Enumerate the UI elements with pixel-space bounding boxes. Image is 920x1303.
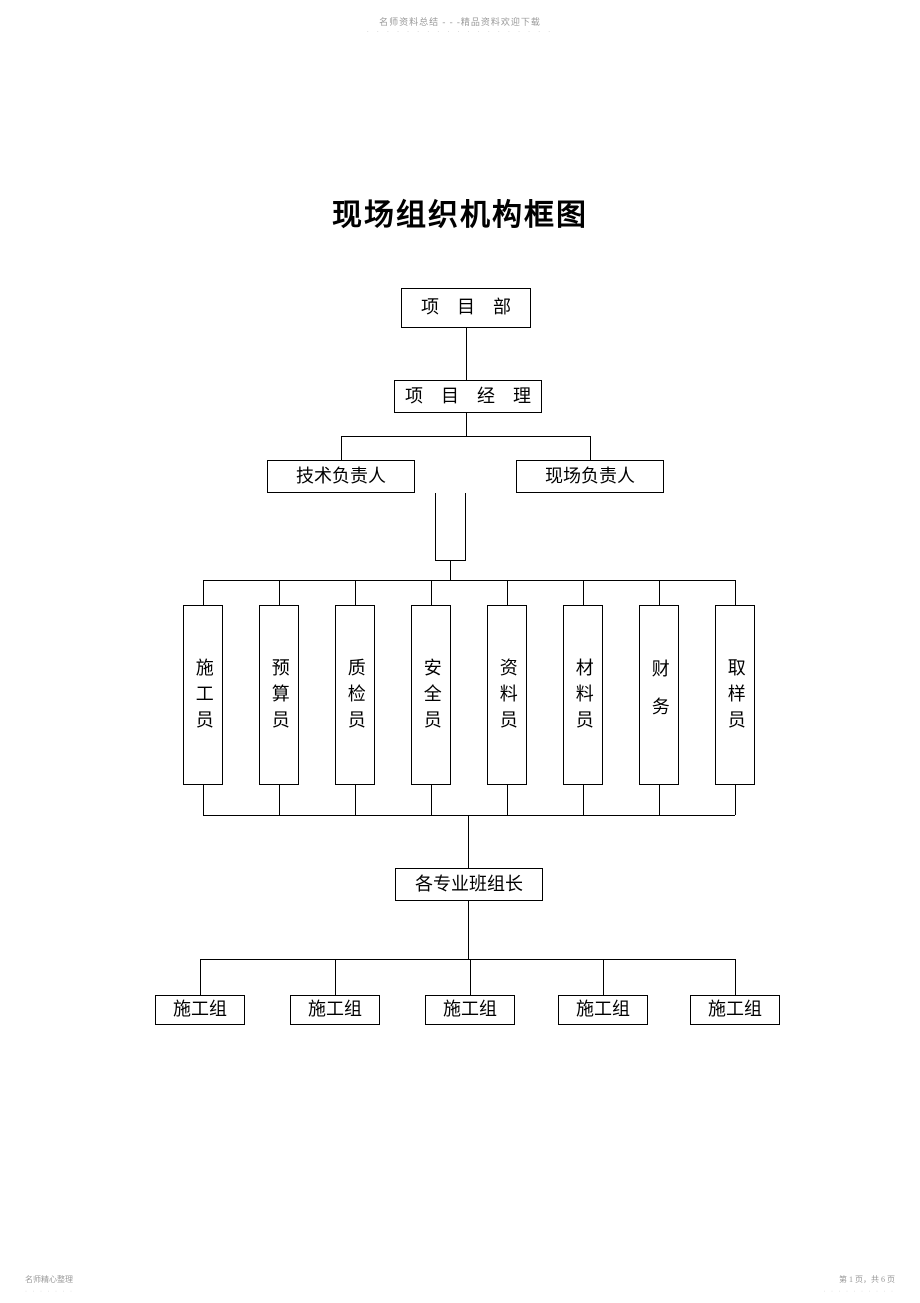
- node-project-dept: 项 目 部: [401, 288, 531, 328]
- node-safety-staff: 安全员: [411, 605, 451, 785]
- connector: [590, 436, 591, 460]
- connector: [279, 580, 280, 605]
- connector: [507, 580, 508, 605]
- connector: [341, 436, 591, 437]
- connector: [431, 785, 432, 815]
- connector: [470, 959, 471, 995]
- connector: [203, 785, 204, 815]
- connector: [355, 785, 356, 815]
- node-team-3: 施工组: [425, 995, 515, 1025]
- node-data-staff: 资料员: [487, 605, 527, 785]
- connector: [735, 580, 736, 605]
- connector: [583, 785, 584, 815]
- node-budget-staff: 预算员: [259, 605, 299, 785]
- connector: [735, 959, 736, 995]
- connector: [507, 785, 508, 815]
- connector: [466, 328, 467, 380]
- node-team-5: 施工组: [690, 995, 780, 1025]
- header-dots: · · · · · · · · · · · · · · · · · · ·: [367, 28, 554, 36]
- connector: [279, 785, 280, 815]
- connector: [659, 580, 660, 605]
- connector: [200, 959, 735, 960]
- connector: [200, 959, 201, 995]
- connector: [203, 580, 735, 581]
- connector: [335, 959, 336, 995]
- node-team-1: 施工组: [155, 995, 245, 1025]
- header-text: 名师资料总结 - - -精品资料欢迎下载: [379, 15, 541, 28]
- node-finance-staff: 财务: [639, 605, 679, 785]
- connector: [203, 580, 204, 605]
- node-site-lead: 现场负责人: [516, 460, 664, 493]
- page-title: 现场组织机构框图: [332, 190, 588, 234]
- footer-right: 第 1 页，共 6 页: [839, 1274, 895, 1285]
- footer-dots-left: · · · · · · ·: [25, 1289, 74, 1295]
- connector: [355, 580, 356, 605]
- connector: [341, 436, 342, 460]
- node-construction-staff: 施工员: [183, 605, 223, 785]
- node-team-leaders: 各专业班组长: [395, 868, 543, 901]
- connector: [466, 413, 467, 436]
- node-quality-staff: 质检员: [335, 605, 375, 785]
- node-team-2: 施工组: [290, 995, 380, 1025]
- node-sampling-staff: 取样员: [715, 605, 755, 785]
- connector: [735, 785, 736, 815]
- connector: [468, 901, 469, 959]
- node-team-4: 施工组: [558, 995, 648, 1025]
- connector: [465, 493, 466, 560]
- connector: [659, 785, 660, 815]
- connector: [435, 493, 436, 560]
- connector: [431, 580, 432, 605]
- node-material-staff: 材料员: [563, 605, 603, 785]
- footer-dots-right: · · · · · · · · · ·: [824, 1289, 895, 1295]
- connector: [603, 959, 604, 995]
- node-project-manager: 项 目 经 理: [394, 380, 542, 413]
- connector: [583, 580, 584, 605]
- connector: [450, 560, 451, 580]
- connector: [203, 815, 735, 816]
- footer-left: 名师精心整理: [25, 1274, 73, 1285]
- node-tech-lead: 技术负责人: [267, 460, 415, 493]
- connector: [468, 815, 469, 868]
